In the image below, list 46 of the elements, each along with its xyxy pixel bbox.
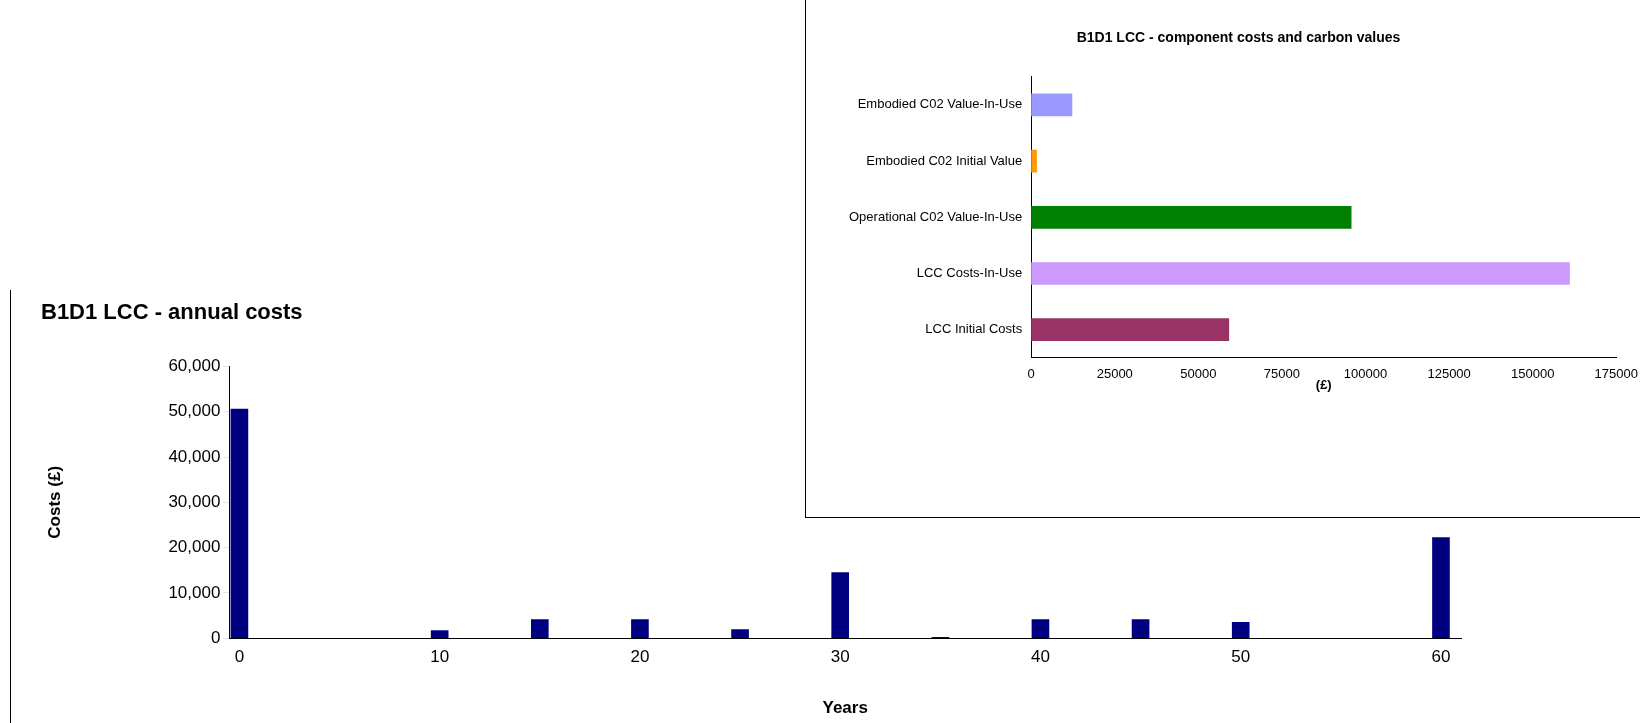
- y-tick-label: Embodied C02 Initial Value: [866, 152, 1023, 168]
- y-tick-label: 40,000: [168, 446, 221, 466]
- bar: [1231, 622, 1250, 639]
- bar: [1031, 619, 1050, 639]
- y-tick-label: 50,000: [168, 401, 221, 421]
- x-tick-label: 150000: [1511, 366, 1555, 382]
- chart-title: B1D1 LCC - annual costs: [41, 299, 303, 325]
- bar: [1031, 318, 1230, 342]
- bar: [731, 629, 749, 639]
- x-tick-label: 60: [1431, 647, 1451, 667]
- x-tick-label: 50: [1231, 647, 1251, 667]
- y-tick-label: 10,000: [168, 582, 221, 602]
- x-tick-label: 0: [234, 647, 245, 667]
- bar: [230, 408, 249, 639]
- y-tick-label: 0: [210, 627, 221, 647]
- bar: [1432, 537, 1450, 639]
- bar: [1031, 205, 1352, 229]
- x-tick-label: 50000: [1180, 366, 1217, 382]
- x-tick-label: 100000: [1343, 366, 1388, 382]
- x-tick-label: 10: [430, 647, 450, 667]
- bar: [1031, 262, 1570, 285]
- y-tick-label: Operational C02 Value-In-Use: [849, 208, 1023, 224]
- y-axis-title: Costs (£): [44, 465, 64, 539]
- y-tick-label: LCC Initial Costs: [925, 321, 1023, 337]
- bar: [631, 619, 649, 639]
- x-tick-label: 30: [830, 647, 850, 667]
- chart-title: B1D1 LCC - component costs and carbon values: [1076, 29, 1401, 46]
- bar: [530, 619, 549, 639]
- x-tick-label: 0: [1027, 366, 1035, 382]
- x-tick-label: 125000: [1427, 366, 1471, 382]
- y-tick-label: Embodied C02 Value-In-Use: [857, 96, 1023, 112]
- x-tick-label: 25000: [1096, 366, 1133, 382]
- x-tick-label: 20: [630, 647, 650, 667]
- bar: [831, 572, 850, 639]
- bar: [430, 630, 449, 639]
- x-tick-label: 75000: [1263, 366, 1301, 382]
- x-axis-title: (£): [1315, 376, 1332, 392]
- x-tick-label: 175000: [1594, 366, 1639, 382]
- y-tick-label: 60,000: [168, 356, 221, 376]
- y-tick-label: 30,000: [168, 491, 221, 511]
- bar: [1031, 93, 1073, 117]
- y-tick-label: LCC Costs-In-Use: [916, 265, 1023, 281]
- x-axis-title: Years: [822, 698, 868, 718]
- bar: [1131, 619, 1150, 639]
- x-tick-label: 40: [1030, 647, 1050, 667]
- y-tick-label: 20,000: [168, 537, 221, 557]
